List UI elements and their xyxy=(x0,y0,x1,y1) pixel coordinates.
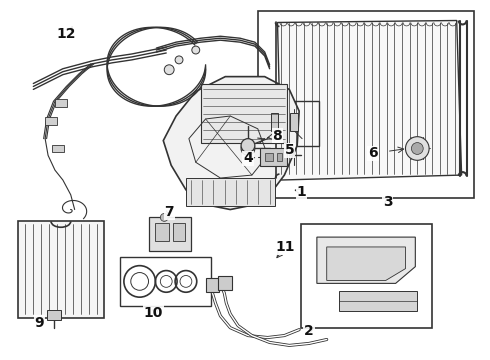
Bar xyxy=(201,84,287,143)
Text: 10: 10 xyxy=(144,306,163,320)
Bar xyxy=(45,117,57,125)
Text: 3: 3 xyxy=(383,195,392,209)
Bar xyxy=(206,278,220,292)
Bar xyxy=(301,224,432,328)
Bar xyxy=(290,113,298,131)
Bar xyxy=(173,223,185,241)
Bar xyxy=(186,178,274,206)
Bar xyxy=(47,310,61,320)
Polygon shape xyxy=(163,77,299,210)
Text: 12: 12 xyxy=(56,27,75,41)
Bar xyxy=(260,101,319,145)
Text: 9: 9 xyxy=(34,316,44,330)
Text: 7: 7 xyxy=(164,206,174,220)
Text: 6: 6 xyxy=(368,147,378,161)
Text: 2: 2 xyxy=(304,324,314,338)
Text: 1: 1 xyxy=(296,185,306,199)
Circle shape xyxy=(164,65,174,75)
Polygon shape xyxy=(327,247,406,280)
Bar xyxy=(277,153,282,161)
Bar xyxy=(339,291,417,311)
Circle shape xyxy=(241,141,255,156)
Text: 5: 5 xyxy=(284,144,294,157)
Bar xyxy=(18,221,104,318)
Circle shape xyxy=(192,46,200,54)
Circle shape xyxy=(412,143,423,154)
Bar xyxy=(120,257,211,306)
Bar xyxy=(52,145,64,152)
Text: 8: 8 xyxy=(272,129,282,143)
Text: 11: 11 xyxy=(275,240,295,254)
Bar xyxy=(270,113,278,131)
Bar xyxy=(55,99,67,107)
Bar xyxy=(155,223,169,241)
Circle shape xyxy=(160,213,168,221)
Bar xyxy=(149,217,191,251)
Polygon shape xyxy=(317,237,416,283)
Circle shape xyxy=(175,56,183,64)
Bar xyxy=(258,11,474,198)
Text: 4: 4 xyxy=(243,151,253,165)
Circle shape xyxy=(406,137,429,160)
Bar xyxy=(260,148,287,166)
Polygon shape xyxy=(277,21,462,180)
Circle shape xyxy=(241,139,255,152)
Bar xyxy=(265,153,272,161)
Bar xyxy=(219,276,232,290)
